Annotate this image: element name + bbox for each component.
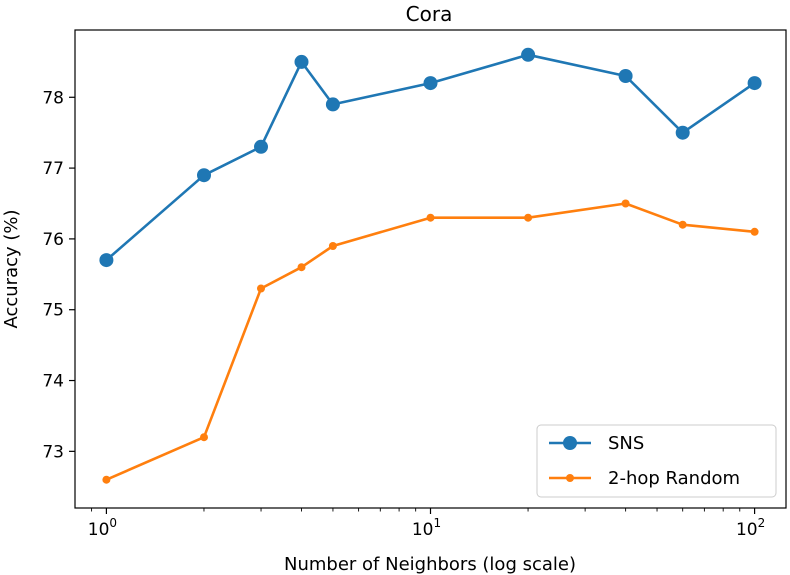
x-tick-label: 101: [412, 516, 441, 540]
x-tick-base: 10: [736, 520, 758, 540]
data-point-1: [328, 242, 337, 250]
x-tick-label: 100: [88, 516, 117, 540]
y-tick-label: 76: [42, 230, 64, 250]
data-point-1: [621, 199, 630, 208]
data-point-0: [747, 76, 762, 91]
data-point-1: [297, 263, 306, 272]
chart-title: Cora: [406, 2, 453, 26]
x-axis: 100 101 102: [88, 508, 765, 540]
legend-marker-sns: [563, 436, 577, 450]
data-point-0: [197, 168, 211, 183]
data-point-1: [200, 433, 208, 442]
data-point-1: [678, 220, 687, 229]
x-tick-base: 10: [88, 520, 110, 540]
data-point-1: [750, 227, 759, 236]
data-point-0: [325, 97, 340, 112]
x-tick-label: 102: [736, 516, 765, 540]
data-point-1: [257, 284, 265, 293]
legend-label-sns: SNS: [608, 433, 644, 454]
x-tick-exponent: 2: [758, 516, 766, 530]
x-tick-exponent: 0: [109, 516, 117, 530]
y-tick-label: 73: [42, 442, 64, 462]
y-tick-label: 77: [42, 159, 64, 179]
data-point-0: [99, 253, 114, 268]
data-point-0: [675, 125, 690, 140]
data-point-0: [521, 47, 536, 62]
y-axis: 73 74 75 76 77 78: [42, 88, 75, 462]
x-tick-base: 10: [412, 520, 434, 540]
data-point-1: [102, 475, 111, 484]
y-tick-label: 74: [42, 372, 64, 392]
legend-label-2hop: 2-hop Random: [608, 468, 740, 489]
series-line-0: [105, 53, 756, 262]
data-point-1: [524, 213, 533, 222]
y-tick-label: 75: [42, 301, 64, 321]
data-point-0: [254, 139, 268, 154]
legend-marker-2hop: [566, 474, 574, 482]
y-tick-label: 78: [42, 88, 64, 108]
data-point-0: [294, 54, 309, 69]
legend: SNS 2-hop Random: [536, 424, 777, 498]
x-tick-exponent: 1: [434, 516, 442, 530]
data-point-1: [426, 213, 435, 222]
data-point-0: [423, 76, 438, 91]
series-line-1: [105, 202, 755, 481]
x-axis-label: Number of Neighbors (log scale): [284, 554, 576, 575]
legend-box: [536, 424, 777, 498]
y-axis-label: Accuracy (%): [1, 209, 22, 328]
data-point-0: [618, 69, 633, 83]
series-layer: [99, 47, 762, 484]
